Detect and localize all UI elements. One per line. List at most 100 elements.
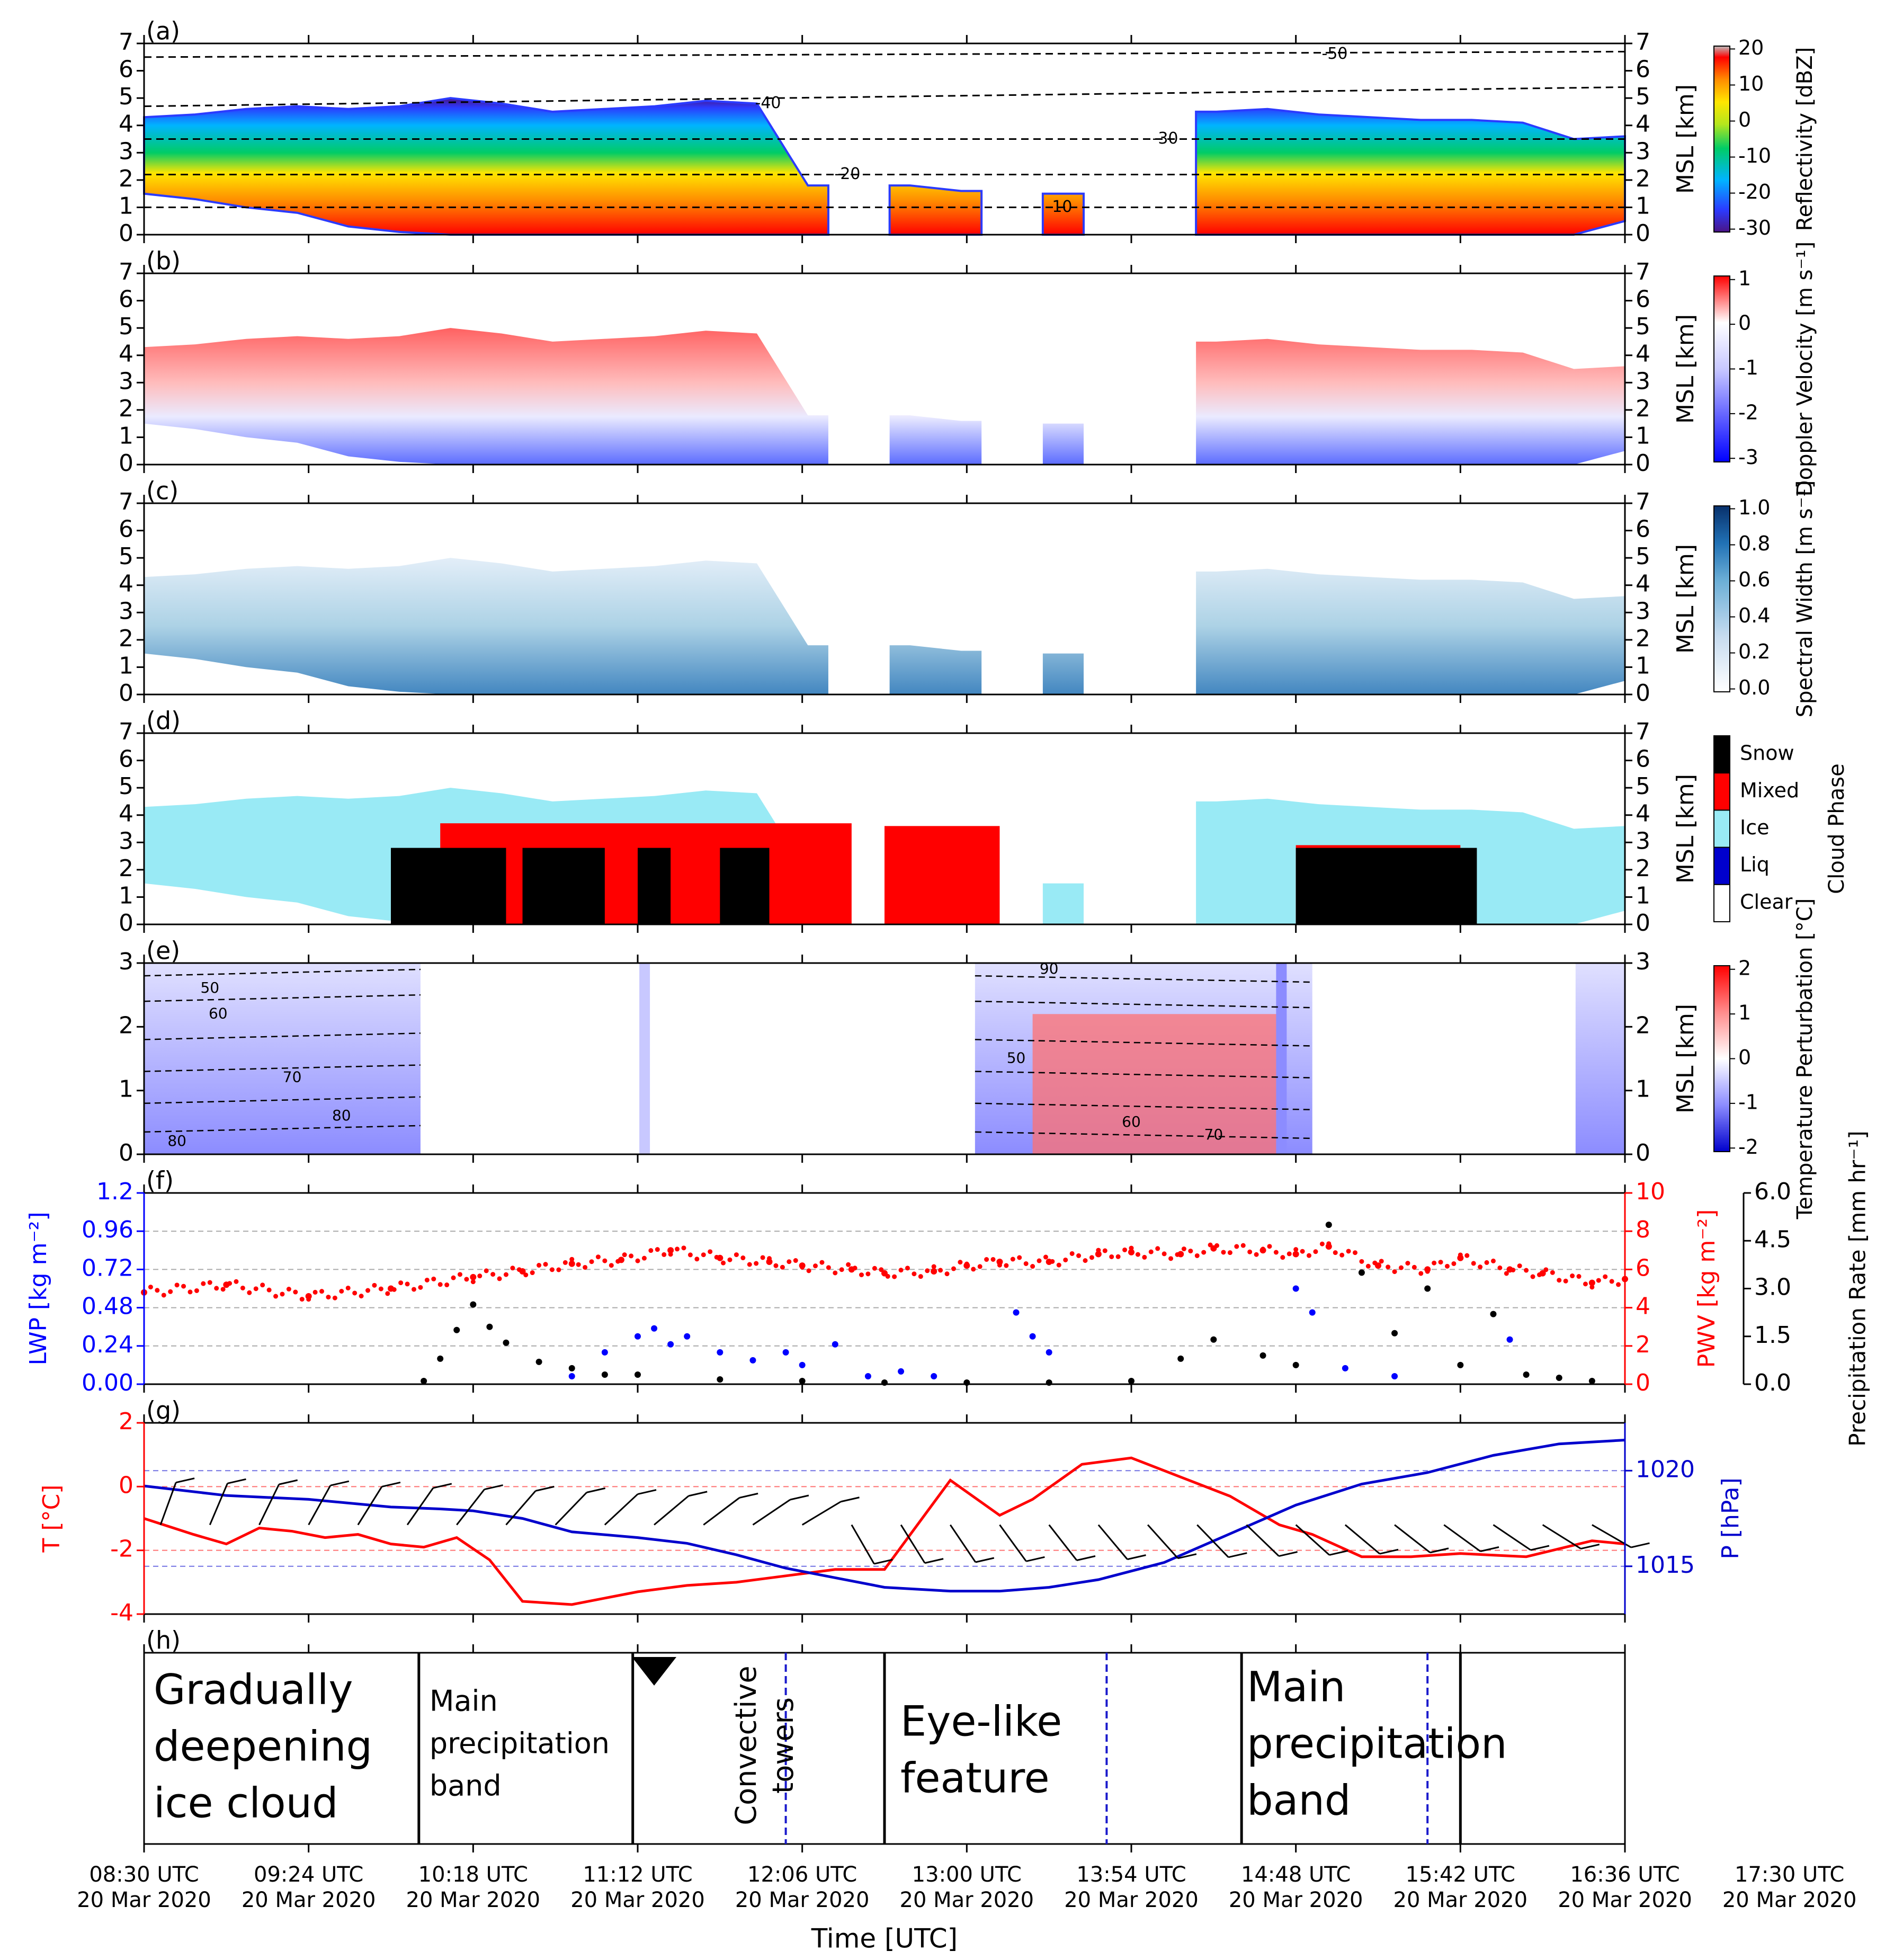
pwv-point xyxy=(1162,1251,1167,1257)
pwv-point xyxy=(1372,1260,1378,1266)
isotherm-label: -40 xyxy=(755,94,781,112)
wind-barb xyxy=(406,1487,434,1526)
pwv-point xyxy=(1471,1261,1476,1266)
panel-e-yleft-tick-label: 2 xyxy=(119,1012,133,1039)
pwv-point xyxy=(865,1271,871,1277)
pwv-point xyxy=(1418,1271,1424,1276)
isotherm-label: -10 xyxy=(1047,198,1073,216)
precip-point xyxy=(1457,1361,1464,1368)
pwv-point xyxy=(543,1262,548,1267)
pwv-point xyxy=(1240,1243,1246,1248)
wind-barb-feather xyxy=(279,1479,298,1485)
lwp-axis-tick-label: 0.00 xyxy=(82,1369,133,1396)
temp-pert-column xyxy=(1276,963,1287,1154)
pwv-point xyxy=(1609,1279,1614,1284)
stage-label-ice-cloud: deepening xyxy=(154,1723,372,1770)
wind-barb-feather xyxy=(790,1494,809,1501)
pwv-point xyxy=(201,1281,206,1286)
pwv-point xyxy=(234,1279,239,1284)
pwv-point xyxy=(293,1289,298,1295)
pwv-point xyxy=(1550,1270,1555,1275)
pwv-point xyxy=(1129,1245,1134,1251)
stage-label-band-1: Main xyxy=(430,1685,498,1718)
panel-b-yright-tick-label: 0 xyxy=(1636,450,1650,477)
pwv-point xyxy=(1313,1249,1318,1254)
phase-colorbar-clear xyxy=(1713,884,1730,923)
precip-axis-label: Precipitation Rate [mm hr⁻¹] xyxy=(1845,1130,1871,1446)
pwv-point xyxy=(1010,1257,1015,1262)
panel-c-yleft-tick-label: 7 xyxy=(119,488,133,515)
temperature-axis-tick-label: -4 xyxy=(110,1599,133,1626)
pwv-point xyxy=(470,1273,477,1280)
stage-label-band-2: Main xyxy=(1247,1663,1345,1711)
pwv-point xyxy=(708,1249,713,1254)
precip-point xyxy=(1177,1355,1184,1362)
pwv-point xyxy=(773,1263,779,1268)
panel-g-label: (g) xyxy=(146,1396,181,1425)
rh-contour-label: 50 xyxy=(200,979,219,996)
precip-point xyxy=(453,1326,460,1333)
panel-b-frame xyxy=(143,272,1626,466)
stage-label-band-1: precipitation xyxy=(430,1727,610,1760)
panel-e-label: (e) xyxy=(146,937,180,965)
pwv-point xyxy=(1004,1263,1009,1268)
precip-point xyxy=(601,1371,608,1378)
stage-label-band-1: band xyxy=(430,1769,502,1803)
lwp-point xyxy=(635,1333,641,1340)
pwv-point xyxy=(273,1294,279,1299)
lwp-point xyxy=(568,1373,575,1379)
x-tick-date: 20 Mar 2020 xyxy=(1229,1888,1363,1912)
lwp-axis-tick-label: 0.96 xyxy=(82,1216,133,1243)
panel-a-yleft-tick-label: 1 xyxy=(119,192,133,219)
precip-axis-tick-label: 1.5 xyxy=(1754,1322,1791,1349)
pwv-point xyxy=(286,1287,291,1292)
pwv-point xyxy=(1115,1254,1121,1259)
lwp-point xyxy=(832,1341,838,1348)
precip-point xyxy=(1210,1336,1217,1343)
lwp-point xyxy=(1506,1336,1513,1343)
pwv-point xyxy=(944,1271,950,1277)
panel-b-yright-tick-label: 7 xyxy=(1636,259,1650,286)
pwv-point xyxy=(418,1285,423,1290)
x-tick-time: 14:48 UTC xyxy=(1241,1863,1351,1887)
pwv-point xyxy=(444,1282,450,1288)
panel-c-yright-tick-label: 6 xyxy=(1636,516,1650,543)
stage-label-band-2: precipitation xyxy=(1247,1720,1507,1768)
pwv-point xyxy=(1365,1263,1371,1269)
pwv-point xyxy=(1359,1259,1364,1264)
wind-barb-feather xyxy=(975,1557,995,1563)
panel-d-yright-tick-label: 2 xyxy=(1636,855,1650,882)
rh-contour xyxy=(975,1131,1312,1139)
pwv-point xyxy=(1292,1251,1299,1258)
pwv-point xyxy=(253,1286,258,1291)
reflectivity-field xyxy=(143,97,1626,236)
pwv-point xyxy=(1451,1261,1457,1266)
pwv-point xyxy=(168,1289,173,1294)
pwv-point xyxy=(1293,1247,1299,1252)
pwv-axis-tick-label: 2 xyxy=(1636,1331,1650,1358)
precip-point xyxy=(1325,1222,1332,1228)
precip-point xyxy=(1259,1352,1266,1359)
pwv-point xyxy=(1261,1246,1266,1252)
pwv-point xyxy=(1280,1255,1285,1260)
precip-point xyxy=(470,1301,477,1308)
pwv-point xyxy=(1095,1251,1102,1258)
wind-barb xyxy=(357,1486,383,1526)
panel-a-yleft-tick-label: 0 xyxy=(119,220,133,247)
panel-c-frame xyxy=(143,502,1626,696)
panel-c-label: (c) xyxy=(146,477,178,505)
precip-axis-tick-label: 0.0 xyxy=(1754,1369,1791,1396)
pwv-point xyxy=(1254,1252,1259,1257)
x-tick-time: 11:12 UTC xyxy=(583,1863,692,1887)
wind-barb-feather xyxy=(739,1492,758,1499)
temperature-axis-tick-label: 2 xyxy=(119,1408,133,1435)
pwv-point xyxy=(925,1268,930,1273)
panel-d-yright-tick-label: 4 xyxy=(1636,800,1650,827)
panel-c-yright-tick-label: 4 xyxy=(1636,571,1650,598)
lwp-point xyxy=(782,1349,789,1356)
panel-a-yright-tick-label: 6 xyxy=(1636,56,1650,83)
precip-point xyxy=(486,1323,493,1330)
pwv-point xyxy=(787,1259,792,1264)
pwv-axis-tick-label: 6 xyxy=(1636,1254,1650,1281)
